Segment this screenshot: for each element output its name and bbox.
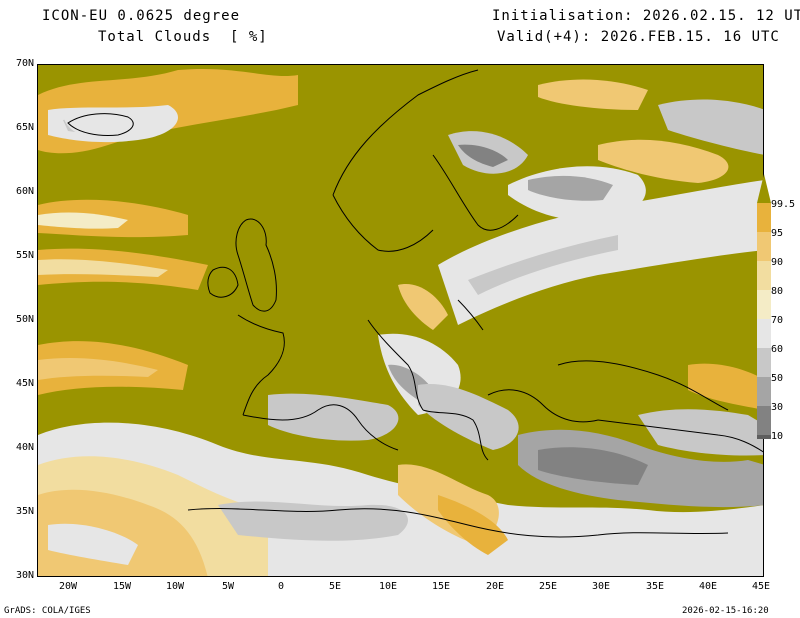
lon-label: 5E [328,581,342,592]
colorbar-label: 70 [771,315,784,326]
colorbar-swatch [757,406,771,435]
lon-label: 15W [112,581,132,592]
lat-label: 50N [15,314,34,325]
lat-label: 55N [15,250,34,261]
footer-credit: GrADS: COLA/IGES [4,606,91,616]
lat-label: 70N [15,58,34,69]
lat-label: 65N [15,122,34,133]
lon-label: 20W [58,581,78,592]
lon-label: 10E [378,581,398,592]
lon-label: 35E [645,581,665,592]
cloud-cover-map[interactable] [37,64,764,577]
colorbar-label: 50 [771,373,784,384]
lon-label: 20E [485,581,505,592]
lat-label: 40N [15,442,34,453]
lon-label: 0 [277,581,285,592]
colorbar-swatch [757,261,771,290]
lat-label: 30N [15,570,34,581]
colorbar-swatch [757,319,771,348]
lon-label: 5W [221,581,235,592]
lon-label: 30E [591,581,611,592]
lon-label: 15E [431,581,451,592]
colorbar-label: 99.5 [771,199,796,210]
colorbar-swatch [757,232,771,261]
colorbar-swatch [757,348,771,377]
colorbar-swatch [757,174,771,203]
coastlines [67,69,763,538]
lat-label: 60N [15,186,34,197]
model-title: ICON-EU 0.0625 degree [42,8,241,24]
colorbar-label: 60 [771,344,784,355]
mediterranean-clouds [268,284,763,508]
colorbar-label: 10 [771,431,784,442]
lat-label: 35N [15,506,34,517]
field-title: Total Clouds [ %] [98,29,268,45]
colorbar [757,174,771,439]
colorbar-label: 90 [771,257,784,268]
colorbar-swatch [757,435,771,439]
eastern-clear-band [438,79,763,325]
lon-label: 25E [538,581,558,592]
footer-timestamp: 2026-02-15-16:20 [682,606,769,616]
southern-clear-area [38,422,763,576]
colorbar-label: 95 [771,228,784,239]
colorbar-swatch [757,203,771,232]
map-canvas [38,65,763,576]
valid-time: Valid(+4): 2026.FEB.15. 16 UTC [497,29,780,45]
colorbar-label: 80 [771,286,784,297]
colorbar-swatch [757,290,771,319]
colorbar-swatch [757,377,771,406]
colorbar-label: 30 [771,402,784,413]
lon-label: 10W [165,581,185,592]
lon-label: 40E [698,581,718,592]
init-time: Initialisation: 2026.02.15. 12 UTC [492,8,800,24]
lon-label: 45E [751,581,771,592]
lat-label: 45N [15,378,34,389]
